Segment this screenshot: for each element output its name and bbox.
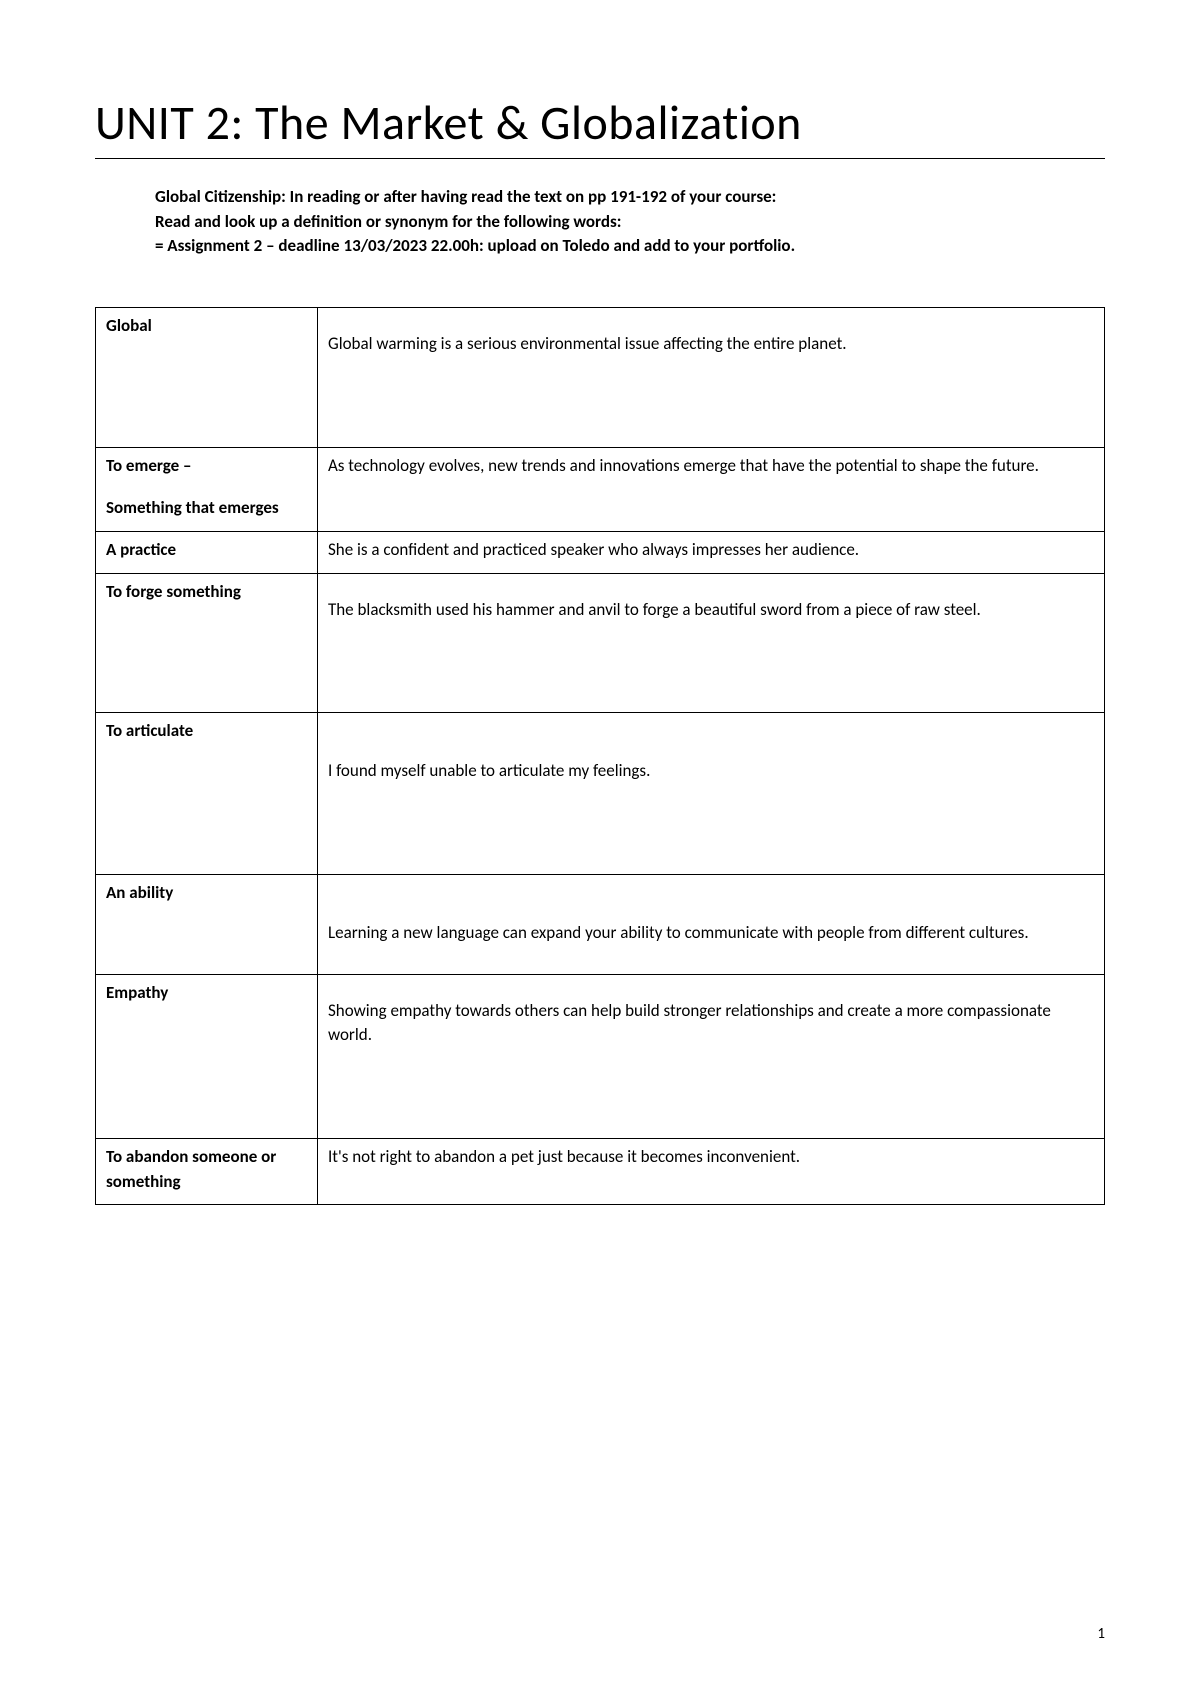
instructions-block: Global Citizenship: In reading or after … (95, 185, 1105, 259)
term-text: To forge something (106, 581, 241, 602)
term-cell: An ability (96, 874, 318, 974)
definition-text: She is a confident and practiced speaker… (328, 539, 859, 560)
definition-cell: Showing empathy towards others can help … (317, 974, 1104, 1138)
term-cell: A practice (96, 532, 318, 574)
term-cell: Global (96, 308, 318, 448)
term-text: To articulate (106, 720, 193, 741)
definition-cell: I found myself unable to articulate my f… (317, 713, 1104, 875)
term-sub-text: Something that emerges (106, 497, 279, 518)
definition-cell: Learning a new language can expand your … (317, 874, 1104, 974)
table-row: To abandon someone or something It's not… (96, 1138, 1105, 1204)
table-row: To emerge – Something that emerges As te… (96, 447, 1105, 531)
term-text: To abandon someone or something (106, 1146, 276, 1192)
vocabulary-table-body: Global Global warming is a serious envir… (96, 308, 1105, 1205)
table-row: Empathy Showing empathy towards others c… (96, 974, 1105, 1138)
term-text: Global (106, 315, 152, 336)
term-text: An ability (106, 882, 173, 903)
term-text: Empathy (106, 982, 168, 1003)
term-cell: To emerge – Something that emerges (96, 447, 318, 531)
table-row: To articulate I found myself unable to a… (96, 713, 1105, 875)
definition-cell: She is a confident and practiced speaker… (317, 532, 1104, 574)
definition-text: I found myself unable to articulate my f… (328, 760, 650, 781)
table-row: To forge something The blacksmith used h… (96, 573, 1105, 713)
definition-text: Showing empathy towards others can help … (328, 1000, 1051, 1046)
term-cell: To articulate (96, 713, 318, 875)
definition-text: As technology evolves, new trends and in… (328, 455, 1039, 476)
definition-text: Global warming is a serious environmenta… (328, 333, 847, 354)
table-row: A practice She is a confident and practi… (96, 532, 1105, 574)
vocabulary-table: Global Global warming is a serious envir… (95, 307, 1105, 1205)
page-title: UNIT 2: The Market & Globalization (95, 95, 1105, 159)
definition-cell: As technology evolves, new trends and in… (317, 447, 1104, 531)
definition-cell: Global warming is a serious environmenta… (317, 308, 1104, 448)
table-row: Global Global warming is a serious envir… (96, 308, 1105, 448)
instruction-line-1: Global Citizenship: In reading or after … (155, 185, 1075, 210)
instruction-line-2: Read and look up a definition or synonym… (155, 210, 1075, 235)
definition-text: The blacksmith used his hammer and anvil… (328, 599, 981, 620)
definition-cell: The blacksmith used his hammer and anvil… (317, 573, 1104, 713)
term-cell: To abandon someone or something (96, 1138, 318, 1204)
instruction-line-3: = Assignment 2 – deadline 13/03/2023 22.… (155, 234, 1075, 259)
definition-cell: It's not right to abandon a pet just bec… (317, 1138, 1104, 1204)
page-number: 1 (1097, 1625, 1105, 1643)
term-cell: Empathy (96, 974, 318, 1138)
term-text: A practice (106, 539, 176, 560)
table-row: An ability Learning a new language can e… (96, 874, 1105, 974)
term-text: To emerge – (106, 455, 191, 476)
definition-text: It's not right to abandon a pet just bec… (328, 1146, 800, 1167)
definition-text: Learning a new language can expand your … (328, 922, 1029, 943)
term-cell: To forge something (96, 573, 318, 713)
